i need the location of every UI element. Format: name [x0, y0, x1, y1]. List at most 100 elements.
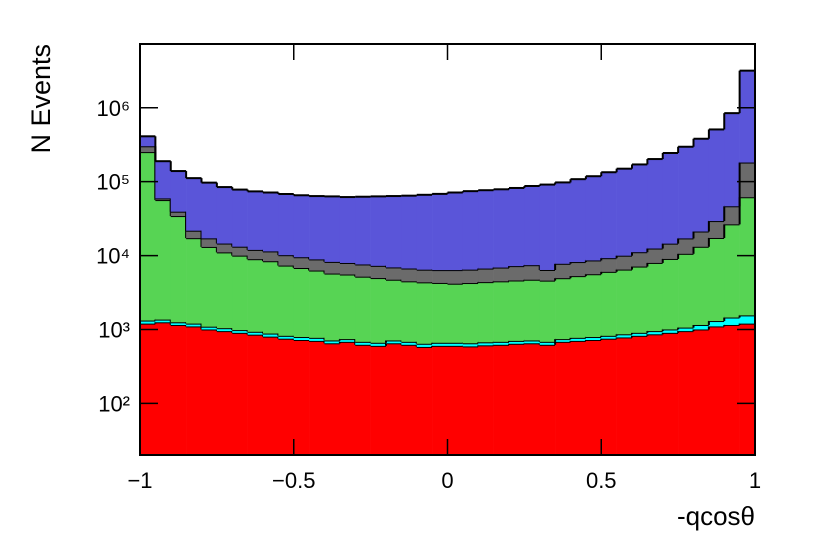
bar-segment: [216, 187, 233, 244]
bar-segment: [739, 315, 756, 324]
bar-segment: [416, 282, 433, 344]
bar-segment: [693, 246, 710, 325]
bar-segment: [555, 263, 571, 279]
x-tick-label: −0.5: [272, 468, 315, 493]
bar-segment: [278, 194, 295, 256]
bar-segment: [539, 184, 556, 270]
bar-segment: [708, 321, 725, 327]
bar-segment: [278, 335, 295, 339]
bar-segment: [601, 271, 617, 336]
bar-segment: [509, 266, 525, 281]
y-axis-title: N Events: [26, 44, 56, 154]
bar-segment: [186, 230, 202, 239]
bar-segment: [355, 344, 371, 455]
bar-segment: [263, 251, 279, 262]
bar-segment: [370, 345, 387, 455]
bar-segment: [247, 331, 264, 335]
y-tick-label: 10⁶: [96, 96, 130, 121]
bar-segment: [263, 261, 279, 334]
bar-segment: [555, 182, 571, 264]
bar-segment: [186, 323, 202, 327]
bar-segment: [186, 326, 202, 455]
bar-segment: [263, 336, 279, 455]
bar-segment: [693, 324, 710, 330]
y-tick-label: 10³: [98, 317, 130, 342]
bar-segment: [493, 189, 510, 268]
bar-segment: [309, 340, 325, 455]
bar-segment: [386, 279, 402, 341]
bar-segment: [478, 190, 494, 269]
bar-segment: [662, 258, 679, 330]
bar-segment: [355, 264, 371, 277]
bar-segment: [632, 164, 648, 253]
x-tick-label: 1: [749, 468, 761, 493]
bar-segment: [293, 340, 310, 455]
bar-segment: [355, 276, 371, 342]
bar-segment: [509, 280, 525, 341]
bar-segment: [432, 270, 448, 283]
bar-segment: [585, 260, 602, 275]
bar-segment: [555, 339, 571, 342]
bar-segment: [140, 152, 156, 321]
bar-segment: [570, 179, 587, 263]
bar-segment: [616, 337, 633, 455]
y-tick-label: 10²: [98, 391, 130, 416]
bar-segment: [601, 338, 617, 455]
bar-segment: [140, 320, 156, 324]
bar-segment: [216, 252, 233, 329]
bar-segment: [370, 342, 387, 346]
bar-segment: [478, 342, 494, 346]
bar-segment: [524, 343, 541, 455]
bar-segment: [140, 146, 156, 153]
bar-segment: [201, 326, 218, 330]
bar-segment: [647, 331, 664, 335]
bar-segment: [678, 331, 694, 455]
bar-segment: [324, 340, 341, 344]
bar-segment: [309, 337, 325, 341]
bar-segment: [186, 178, 202, 231]
bar-segment: [247, 259, 264, 332]
bar-segment: [232, 189, 248, 247]
bar-segment: [293, 337, 310, 341]
bar-segment: [678, 253, 694, 328]
bar-segment: [509, 187, 525, 267]
bar-segment: [247, 334, 264, 455]
bar-segment: [140, 136, 156, 147]
bar-segment: [201, 329, 218, 455]
bar-segment: [324, 273, 341, 341]
bar-segment: [216, 331, 233, 455]
bar-segment: [524, 340, 541, 344]
bar-segment: [232, 246, 248, 256]
bar-segment: [509, 343, 525, 455]
bar-segment: [724, 206, 740, 225]
bar-segment: [724, 224, 740, 318]
bar-segment: [678, 327, 694, 332]
bar-segment: [324, 261, 341, 274]
bar-segment: [524, 185, 541, 266]
y-tick-label: 10⁴: [96, 244, 130, 269]
bar-segment: [662, 152, 679, 244]
bar-segment: [539, 269, 556, 281]
bar-segment: [616, 255, 633, 270]
x-tick-label: 0.5: [586, 468, 617, 493]
bar-segment: [739, 70, 756, 163]
bar-segment: [232, 255, 248, 331]
bar-segment: [647, 248, 664, 263]
bar-segment: [509, 340, 525, 344]
bar-segment: [447, 283, 464, 343]
bar-segment: [401, 281, 418, 342]
bar-segment: [693, 138, 710, 232]
bar-segment: [386, 196, 402, 268]
bar-segment: [278, 255, 295, 266]
bar-segment: [570, 337, 587, 341]
bar-segment: [478, 268, 494, 283]
bar-segment: [170, 211, 187, 217]
bar-segment: [247, 191, 264, 250]
bar-segment: [324, 343, 341, 455]
bar-segment: [493, 281, 510, 342]
bar-segment: [647, 334, 664, 455]
bar-segment: [293, 257, 310, 268]
bar-segment: [339, 274, 356, 340]
bar-segment: [416, 194, 433, 270]
